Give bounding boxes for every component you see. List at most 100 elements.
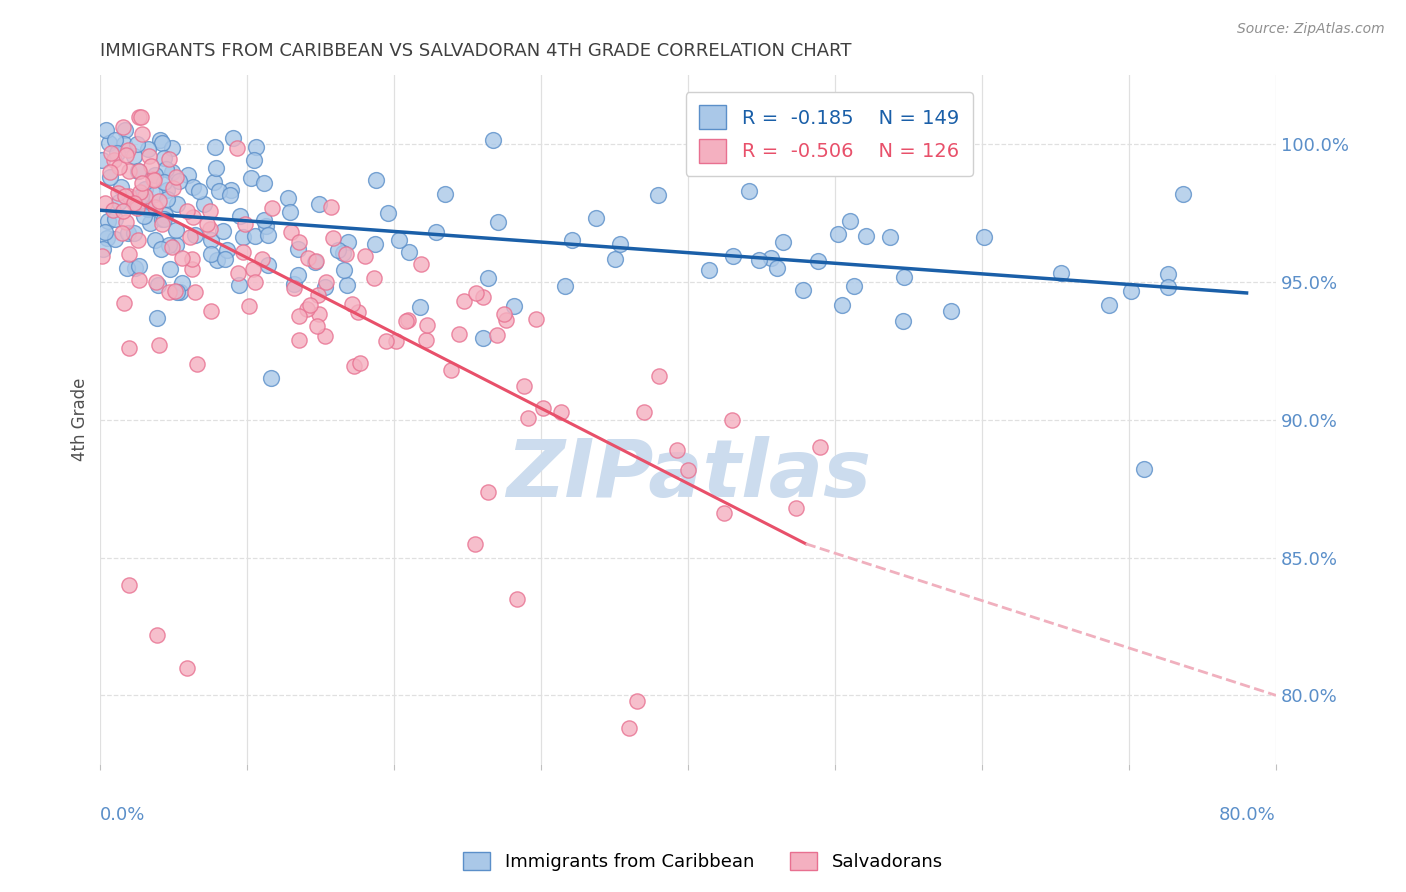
Point (398, 244, 420, 259)
Point (554, 279, 576, 293)
Point (195, 217, 218, 231)
Point (176, 661, 198, 675)
Point (100, 165, 122, 179)
Point (96, 231, 118, 245)
Point (299, 298, 322, 312)
Point (288, 310, 311, 324)
Point (486, 215, 509, 229)
Point (202, 175, 225, 189)
Point (477, 270, 499, 285)
Point (349, 356, 371, 370)
Point (842, 278, 865, 293)
Point (377, 205, 399, 219)
Point (143, 233, 166, 247)
Point (495, 313, 517, 327)
Point (143, 200, 166, 214)
Point (217, 243, 239, 257)
Point (619, 722, 641, 736)
Point (626, 694, 648, 708)
Point (464, 537, 486, 551)
Point (332, 246, 354, 260)
Point (472, 290, 495, 304)
Point (321, 200, 343, 214)
Point (517, 411, 540, 425)
Point (156, 184, 179, 198)
Text: 80.0%: 80.0% (1219, 805, 1277, 823)
Point (242, 261, 264, 276)
Point (221, 131, 243, 145)
Point (134, 189, 156, 203)
Point (128, 185, 150, 199)
Point (127, 164, 149, 178)
Point (124, 261, 146, 276)
Text: ZIPatlas: ZIPatlas (506, 436, 870, 514)
Point (157, 152, 180, 166)
Point (165, 169, 187, 184)
Point (283, 281, 305, 295)
Point (477, 485, 499, 500)
Point (288, 235, 311, 250)
Point (283, 277, 305, 292)
Point (239, 171, 262, 186)
Point (94, 196, 117, 211)
Point (104, 232, 127, 246)
Point (609, 237, 631, 252)
Point (177, 168, 200, 182)
Point (792, 283, 814, 297)
Text: IMMIGRANTS FROM CARIBBEAN VS SALVADORAN 4TH GRADE CORRELATION CHART: IMMIGRANTS FROM CARIBBEAN VS SALVADORAN … (100, 42, 852, 60)
Point (118, 578, 141, 592)
Point (1098, 298, 1121, 312)
Point (228, 277, 250, 292)
Point (891, 314, 914, 328)
Point (346, 305, 368, 319)
Point (503, 299, 526, 313)
Point (181, 252, 204, 267)
Point (759, 251, 782, 265)
Y-axis label: 4th Grade: 4th Grade (72, 378, 89, 461)
Point (363, 271, 385, 285)
Point (131, 177, 153, 191)
Point (748, 253, 770, 268)
Point (112, 296, 135, 310)
Point (1132, 462, 1154, 476)
Point (150, 242, 173, 256)
Point (146, 310, 169, 325)
Point (152, 151, 174, 165)
Point (122, 226, 145, 240)
Point (245, 140, 267, 154)
Point (181, 211, 204, 225)
Point (172, 252, 194, 266)
Point (425, 225, 447, 239)
Point (254, 219, 277, 233)
Point (207, 252, 229, 267)
Point (127, 201, 149, 215)
Point (149, 132, 172, 146)
Point (485, 327, 508, 342)
Point (395, 314, 418, 328)
Point (117, 260, 139, 275)
Point (204, 140, 226, 154)
Point (207, 184, 229, 198)
Point (297, 251, 319, 265)
Point (219, 183, 242, 197)
Point (666, 443, 689, 458)
Point (111, 227, 134, 241)
Point (138, 148, 160, 162)
Point (384, 334, 406, 348)
Point (97, 214, 120, 228)
Point (396, 313, 419, 327)
Point (148, 338, 170, 352)
Text: Source: ZipAtlas.com: Source: ZipAtlas.com (1237, 22, 1385, 37)
Point (94, 123, 117, 137)
Point (136, 202, 159, 217)
Point (179, 230, 201, 244)
Point (245, 275, 267, 289)
Point (112, 136, 135, 151)
Point (91, 242, 114, 256)
Point (156, 193, 179, 207)
Point (193, 197, 215, 211)
Point (364, 173, 387, 187)
Point (129, 189, 152, 203)
Point (103, 202, 125, 217)
Point (257, 258, 280, 272)
